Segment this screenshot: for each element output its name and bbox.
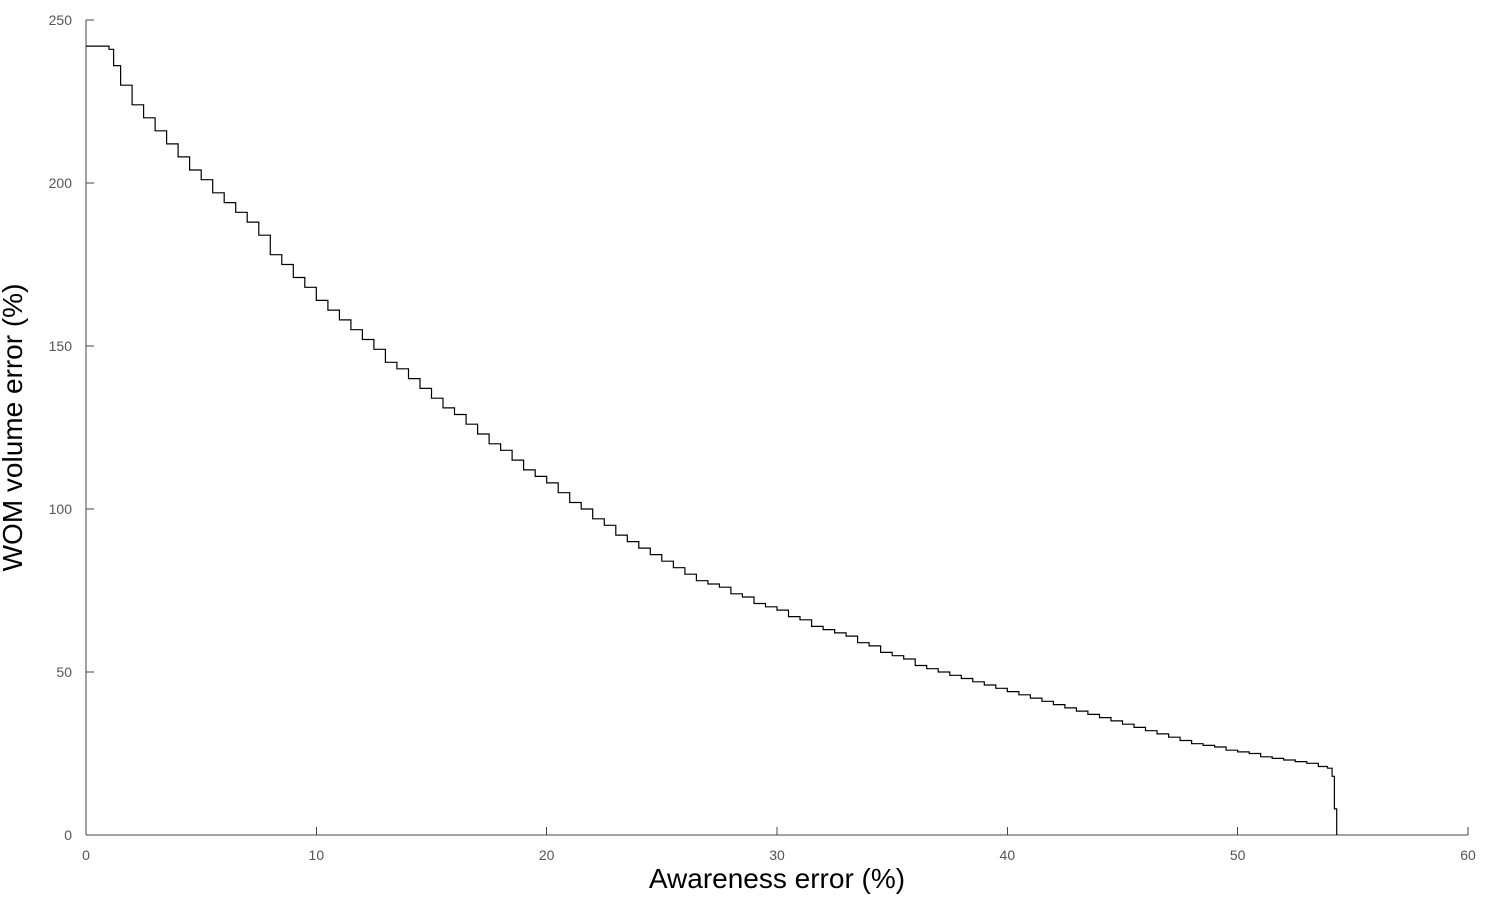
x-tick-label: 60 <box>1460 847 1476 863</box>
y-tick-label: 200 <box>49 175 73 191</box>
x-tick-label: 50 <box>1230 847 1246 863</box>
plot-area <box>86 45 1338 835</box>
x-tick-label: 20 <box>539 847 555 863</box>
y-tick-label: 50 <box>56 664 72 680</box>
y-axis-title: WOM volume error (%) <box>0 284 28 572</box>
y-tick-label: 0 <box>64 827 72 843</box>
x-tick-label: 30 <box>769 847 785 863</box>
series-line <box>86 45 1338 835</box>
x-tick-label: 0 <box>82 847 90 863</box>
y-tick-label: 150 <box>49 338 73 354</box>
axes <box>85 20 1468 836</box>
y-tick-label: 250 <box>49 12 73 28</box>
x-tick-label: 10 <box>309 847 325 863</box>
tick-group: 0 10 20 30 40 50 60 0 50 100 150 200 250 <box>49 12 1476 863</box>
x-axis-title: Awareness error (%) <box>649 863 905 894</box>
y-tick-label: 100 <box>49 501 73 517</box>
x-tick-label: 40 <box>1000 847 1016 863</box>
